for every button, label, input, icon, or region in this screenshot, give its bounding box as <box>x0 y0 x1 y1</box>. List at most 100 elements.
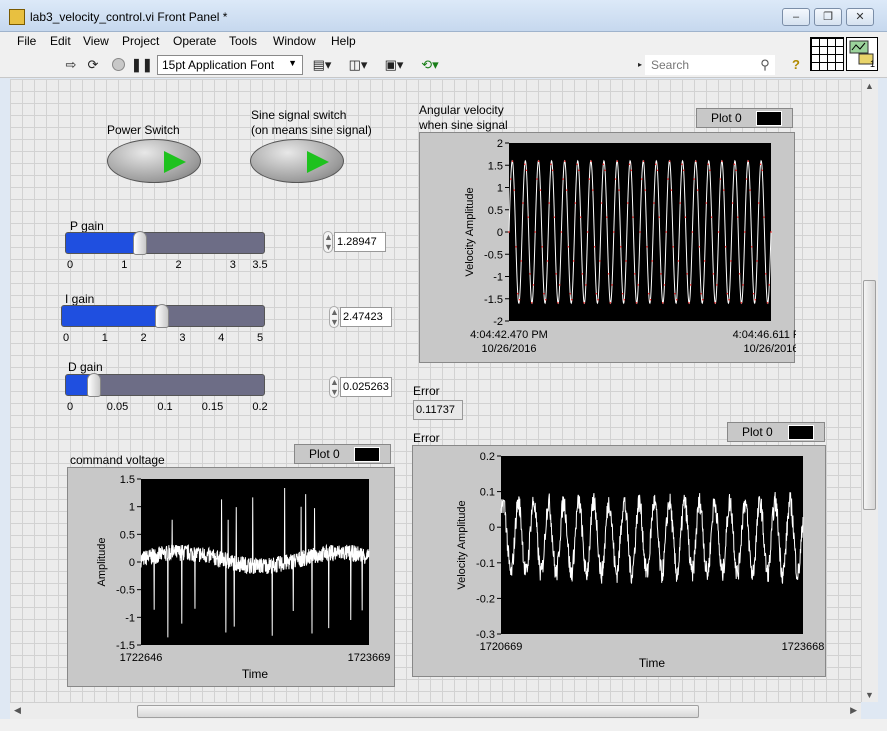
sine-switch-label: Sine signal switch <box>251 108 347 122</box>
close-icon: ✕ <box>855 11 865 23</box>
series-marker <box>544 299 547 301</box>
series-marker <box>614 178 617 180</box>
i-gain-label: I gain <box>65 292 95 306</box>
i-gain-increment-decrement[interactable]: ▲ ▼ <box>329 306 339 328</box>
series-marker <box>656 169 659 172</box>
error-chart-svg: 0.2 0.1 0 -0.1 -0.2 -0.3 Velocity Amplitude 172… <box>456 451 824 670</box>
resize-icon[interactable]: ▣▾ <box>384 57 404 72</box>
p-gain-slider[interactable]: 0 1 2 3 3.5 <box>65 231 268 271</box>
scroll-up-icon[interactable]: ▲ <box>865 81 874 91</box>
series-marker <box>700 292 702 295</box>
help-icon[interactable]: ? <box>792 57 800 72</box>
series-marker <box>557 302 559 304</box>
series-marker <box>558 284 561 286</box>
reorder-icon[interactable]: ⟲▾ <box>421 57 439 72</box>
vi-icon[interactable]: 1 <box>846 37 878 71</box>
slider-track[interactable] <box>65 232 265 254</box>
series-marker <box>637 284 639 286</box>
velocity-chart-svg: 2 1.5 1 0.5 0 -0.5 -1 -1.5 -2 Velocity Amplitude 4… <box>464 138 809 355</box>
minimize-button[interactable]: – <box>782 8 810 26</box>
menu-file[interactable]: File <box>17 34 37 48</box>
series-marker <box>761 169 763 172</box>
series-marker <box>707 163 709 165</box>
series-marker <box>710 216 713 218</box>
menu-operate[interactable]: Operate <box>173 34 217 48</box>
restore-button[interactable]: ❐ <box>814 8 842 26</box>
run-arrow-icon[interactable]: ⇨ <box>65 57 77 72</box>
series-marker <box>618 189 620 191</box>
error-chart[interactable]: 0.2 0.1 0 -0.1 -0.2 -0.3 Velocity Amplitude 172… <box>412 445 826 677</box>
error-indicator-label: Error <box>413 384 440 398</box>
slider-knob[interactable] <box>86 373 101 397</box>
velocity-chart[interactable]: 2 1.5 1 0.5 0 -0.5 -1 -1.5 -2 Velocity Amplitude 4… <box>419 132 809 363</box>
search-expand-icon[interactable]: ▸ <box>637 60 642 69</box>
search-icon[interactable]: ⚲ <box>760 57 770 72</box>
d-gain-numeric[interactable]: 0.025263 <box>340 377 392 397</box>
menu-tools[interactable]: Tools <box>229 34 258 48</box>
series-marker <box>682 169 685 172</box>
series-marker <box>609 302 612 304</box>
series-marker <box>651 260 653 262</box>
slider-knob[interactable] <box>132 231 147 255</box>
menu-edit[interactable]: Edit <box>50 34 71 48</box>
velocity-chart-legend[interactable]: Plot 0 <box>696 108 793 128</box>
distribute-icon[interactable]: ◫▾ <box>348 57 368 72</box>
series-marker <box>599 260 601 262</box>
series-marker <box>754 299 756 301</box>
series-marker <box>634 273 636 275</box>
series-marker <box>600 202 603 204</box>
series-marker <box>658 216 660 218</box>
close-button[interactable]: ✕ <box>846 8 874 26</box>
voltage-chart[interactable]: 1.5 1 0.5 0 -0.5 -1 -1.5 Amplitude 1722646 172366… <box>67 467 395 687</box>
front-panel: Power Switch Sine signal switch (on mean… <box>10 79 861 702</box>
connector-pane-icon[interactable] <box>810 37 844 71</box>
series-marker <box>592 189 594 191</box>
sine-signal-switch[interactable] <box>250 139 344 183</box>
series-marker <box>686 273 688 275</box>
series-marker <box>698 246 701 248</box>
pause-icon[interactable]: ❚❚ <box>131 57 153 72</box>
scroll-right-icon[interactable]: ▶ <box>850 705 857 715</box>
error-chart-legend[interactable]: Plot 0 <box>727 422 825 442</box>
d-gain-slider[interactable]: 0 0.05 0.1 0.15 0.2 <box>65 373 268 413</box>
series-marker <box>752 292 755 295</box>
abort-icon[interactable] <box>109 56 127 74</box>
menu-window[interactable]: Window <box>273 34 316 48</box>
series-marker <box>649 299 652 301</box>
power-switch-label: Power Switch <box>107 123 180 137</box>
search-input[interactable]: Search <box>645 55 775 75</box>
x-axis-label: Time <box>639 656 666 670</box>
series-marker <box>691 231 694 233</box>
series-marker <box>749 189 751 191</box>
scroll-left-icon[interactable]: ◀ <box>14 705 21 715</box>
p-gain-increment-decrement[interactable]: ▲ ▼ <box>323 231 333 253</box>
run-continuously-icon[interactable]: ⟳ <box>87 57 99 72</box>
i-gain-slider[interactable]: 0 1 2 3 4 5 <box>61 304 265 344</box>
menu-view[interactable]: View <box>83 34 109 48</box>
power-switch[interactable] <box>107 139 201 183</box>
slider-tick-label: 3 <box>179 332 186 344</box>
series-marker <box>751 246 753 248</box>
p-gain-numeric[interactable]: 1.28947 <box>334 232 386 252</box>
series-marker <box>511 160 514 162</box>
i-gain-numeric[interactable]: 2.47423 <box>340 307 392 327</box>
series-marker <box>630 169 632 172</box>
font-select[interactable]: 15pt Application Font ▼ <box>157 55 303 75</box>
menu-help[interactable]: Help <box>331 34 356 48</box>
horizontal-scroll-thumb[interactable] <box>137 705 699 718</box>
slider-tick-label: 0.1 <box>157 401 173 413</box>
series-marker <box>728 299 730 301</box>
y-tick-label: 1 <box>129 502 135 514</box>
slider-knob[interactable] <box>155 304 169 328</box>
menu-project[interactable]: Project <box>122 34 160 48</box>
title-bar[interactable]: lab3_velocity_control.vi Front Panel * –… <box>0 0 887 32</box>
series-marker <box>522 202 524 204</box>
series-marker <box>518 299 521 301</box>
series-marker <box>681 163 683 165</box>
series-marker <box>717 231 720 233</box>
voltage-chart-legend[interactable]: Plot 0 <box>294 444 391 464</box>
vertical-scroll-thumb[interactable] <box>863 280 876 510</box>
align-icon[interactable]: ▤▾ <box>312 57 332 72</box>
d-gain-increment-decrement[interactable]: ▲ ▼ <box>329 376 339 398</box>
scroll-down-icon[interactable]: ▼ <box>865 690 874 700</box>
